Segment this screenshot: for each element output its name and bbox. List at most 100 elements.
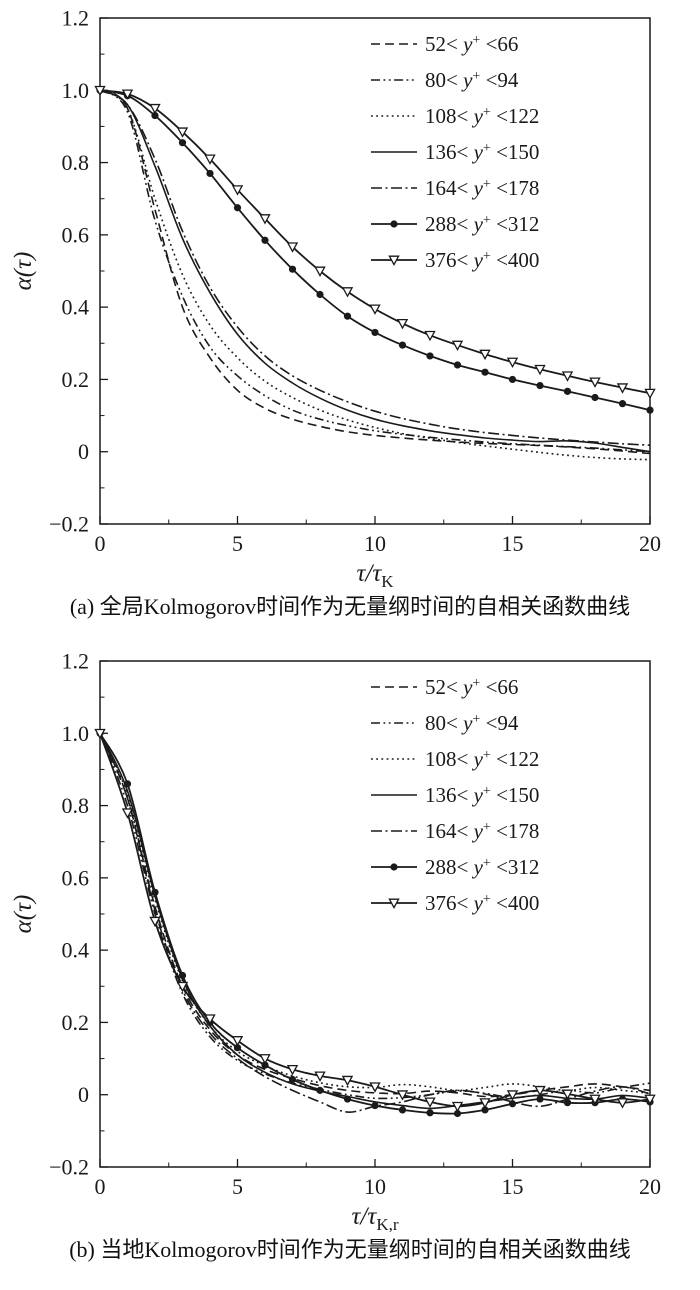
y-tick-label: 0.8 — [62, 150, 90, 175]
triangle-down-marker — [231, 185, 244, 196]
legend: 52< y+ <66 80< y+ <94 108< y+ <122 136< y+ … — [371, 32, 539, 272]
autocorrelation-chart-local: 0 5 10 15 20−0.200.20.40.60.81.01.2α(τ)τ/τK,… — [10, 649, 661, 1233]
triangle-down-marker — [204, 154, 216, 165]
legend-entry: 108< y+ <122 — [371, 104, 539, 128]
circle-marker — [233, 204, 242, 212]
chart-panel-b: 0 5 10 15 20 −0.2 0 0.2 0.4 0.6 0.8 1.0 1.2 α(τ) τ/τK,… — [0, 647, 700, 1290]
y-tick-label: 1.2 — [62, 649, 90, 674]
triangle-down-marker — [506, 357, 519, 369]
legend-entry: 108< y+ <122 — [371, 747, 539, 771]
chart-panel-a: 0 5 10 15 20 −0.2 0 0.2 0.4 0.6 0.8 1.0 1.2 α(τ) τ/τK 5… — [0, 4, 700, 647]
series-curve-1 — [99, 733, 651, 1100]
triangle-down-marker — [369, 1082, 381, 1093]
circle-marker — [508, 375, 517, 384]
triangle-down-marker — [369, 304, 381, 315]
y-tick-label: 0 — [78, 1082, 89, 1107]
y-tick-label: 1.2 — [62, 6, 90, 31]
legend-entry: 164< y+ <178 — [371, 176, 539, 200]
circle-marker — [398, 341, 407, 349]
caption-a: (a) 全局Kolmogorov时间作为无量纲时间的自相关函数曲线 — [69, 594, 631, 619]
legend-entry: 136< y+ <150 — [371, 783, 539, 807]
x-tick-label: 20 — [639, 1174, 661, 1199]
y-tick-label: 0.2 — [62, 1010, 90, 1035]
triangle-down-marker — [561, 371, 574, 382]
x-tick-label: 10 — [364, 1174, 386, 1199]
triangle-down-marker — [388, 255, 400, 266]
legend-label: 52< y+ <66 — [425, 675, 518, 699]
legend-entry: 376< y+ <400 — [371, 248, 539, 272]
circle-marker — [563, 387, 572, 395]
series-curve-4 — [99, 732, 651, 1113]
circle-marker — [390, 863, 398, 871]
circle-marker — [591, 393, 599, 402]
circle-marker — [178, 971, 187, 980]
circle-marker — [151, 888, 159, 896]
triangle-down-marker — [176, 981, 189, 993]
y-tick-label: 0.2 — [62, 367, 90, 392]
triangle-down-marker — [286, 1064, 299, 1076]
x-tick-label: 0 — [95, 1174, 106, 1199]
triangle-down-marker — [451, 1101, 464, 1113]
triangle-down-marker — [94, 85, 106, 97]
circle-marker — [261, 236, 269, 244]
circle-marker — [178, 139, 187, 147]
triangle-down-marker — [121, 89, 134, 100]
legend: 52< y+ <66 80< y+ <94 108< y+ <122 136< y+ … — [371, 675, 539, 915]
x-tick-label: 20 — [639, 531, 661, 556]
circle-marker — [563, 1099, 572, 1107]
series-markers-6 — [94, 728, 656, 1113]
legend-label: 376< y+ <400 — [425, 891, 539, 915]
circle-marker — [123, 780, 132, 788]
caption-b: (b) 当地Kolmogorov时间作为无量纲时间的自相关函数曲线 — [69, 1237, 631, 1262]
circle-marker — [288, 265, 297, 273]
triangle-down-marker — [589, 377, 601, 388]
circle-marker — [508, 1100, 517, 1108]
triangle-down-marker — [341, 1075, 354, 1087]
triangle-down-marker — [121, 808, 134, 819]
legend-entry: 288< y+ <312 — [371, 855, 539, 879]
legend-label: 376< y+ <400 — [425, 248, 539, 272]
triangle-down-marker — [149, 103, 161, 115]
legend-label: 52< y+ <66 — [425, 32, 518, 56]
series-curve-4 — [99, 89, 651, 446]
legend-label: 288< y+ <312 — [425, 212, 539, 236]
circle-marker — [453, 361, 462, 369]
series-curve-5 — [99, 732, 651, 1115]
triangle-down-marker — [644, 388, 656, 400]
series-curve-3 — [99, 89, 651, 453]
series-curve-0 — [99, 732, 651, 1098]
series-markers-6 — [94, 85, 656, 400]
legend-label: 136< y+ <150 — [425, 140, 539, 164]
x-tick-label: 15 — [502, 531, 524, 556]
circle-marker — [316, 290, 324, 299]
triangle-down-marker — [94, 728, 106, 740]
legend-label: 108< y+ <122 — [425, 747, 539, 771]
circle-marker — [288, 1075, 297, 1084]
triangle-down-marker — [314, 1071, 326, 1082]
triangle-down-marker — [644, 1094, 656, 1106]
y-tick-label: 0.4 — [62, 938, 90, 963]
x-tick-label: 5 — [232, 1174, 243, 1199]
triangle-down-marker — [176, 127, 189, 138]
triangle-down-marker — [534, 364, 546, 376]
triangle-down-marker — [259, 214, 271, 225]
circle-marker — [646, 406, 654, 414]
triangle-down-marker — [424, 330, 436, 342]
triangle-down-marker — [388, 898, 400, 909]
series-curve-5 — [99, 89, 651, 411]
triangle-down-marker — [479, 1098, 491, 1109]
y-tick-label: −0.2 — [49, 1155, 89, 1180]
triangle-down-marker — [424, 1097, 436, 1108]
triangle-down-marker — [589, 1094, 601, 1106]
plot-frame — [99, 17, 651, 525]
circle-marker — [536, 381, 544, 390]
triangle-down-marker — [616, 1098, 629, 1109]
y-axis-label: α(τ) — [10, 895, 37, 934]
y-tick-label: 0 — [78, 439, 89, 464]
legend-entry: 136< y+ <150 — [371, 140, 539, 164]
triangle-down-marker — [341, 287, 354, 298]
triangle-down-marker — [534, 1085, 546, 1097]
triangle-down-marker — [561, 1089, 574, 1100]
series-curve-2 — [99, 89, 651, 461]
